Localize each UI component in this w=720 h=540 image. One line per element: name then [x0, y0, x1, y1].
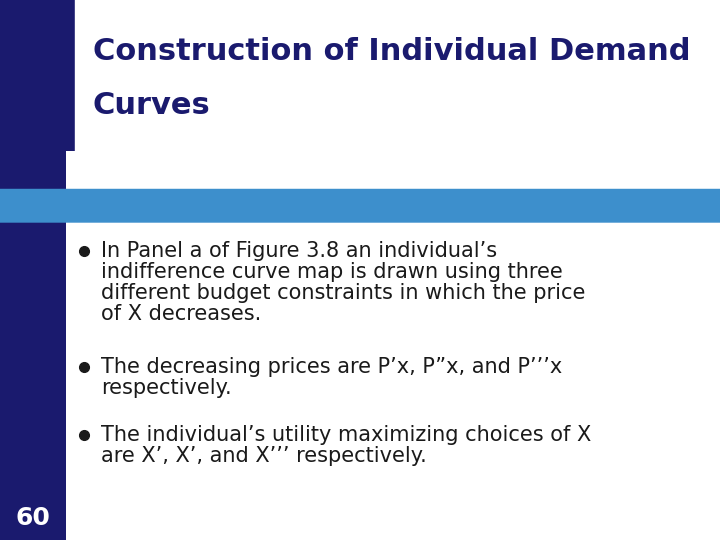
Bar	[66, 0, 720, 151]
Text: 60: 60	[16, 506, 50, 530]
Text: of X decreases.: of X decreases.	[102, 304, 261, 324]
FancyBboxPatch shape	[0, 189, 720, 222]
FancyBboxPatch shape	[75, 0, 720, 159]
Bar	[0, 0, 66, 540]
Text: Curves: Curves	[93, 91, 210, 120]
Text: The decreasing prices are P’x, P”x, and P’’’x: The decreasing prices are P’x, P”x, and …	[102, 357, 562, 377]
Text: Construction of Individual Demand: Construction of Individual Demand	[93, 37, 690, 66]
Text: different budget constraints in which the price: different budget constraints in which th…	[102, 283, 585, 303]
Text: respectively.: respectively.	[102, 378, 232, 398]
Text: indifference curve map is drawn using three: indifference curve map is drawn using th…	[102, 262, 563, 282]
Text: In Panel a of Figure 3.8 an individual’s: In Panel a of Figure 3.8 an individual’s	[102, 241, 498, 261]
Text: The individual’s utility maximizing choices of X: The individual’s utility maximizing choi…	[102, 424, 592, 445]
Text: are X’, X’, and X’’’ respectively.: are X’, X’, and X’’’ respectively.	[102, 446, 427, 465]
